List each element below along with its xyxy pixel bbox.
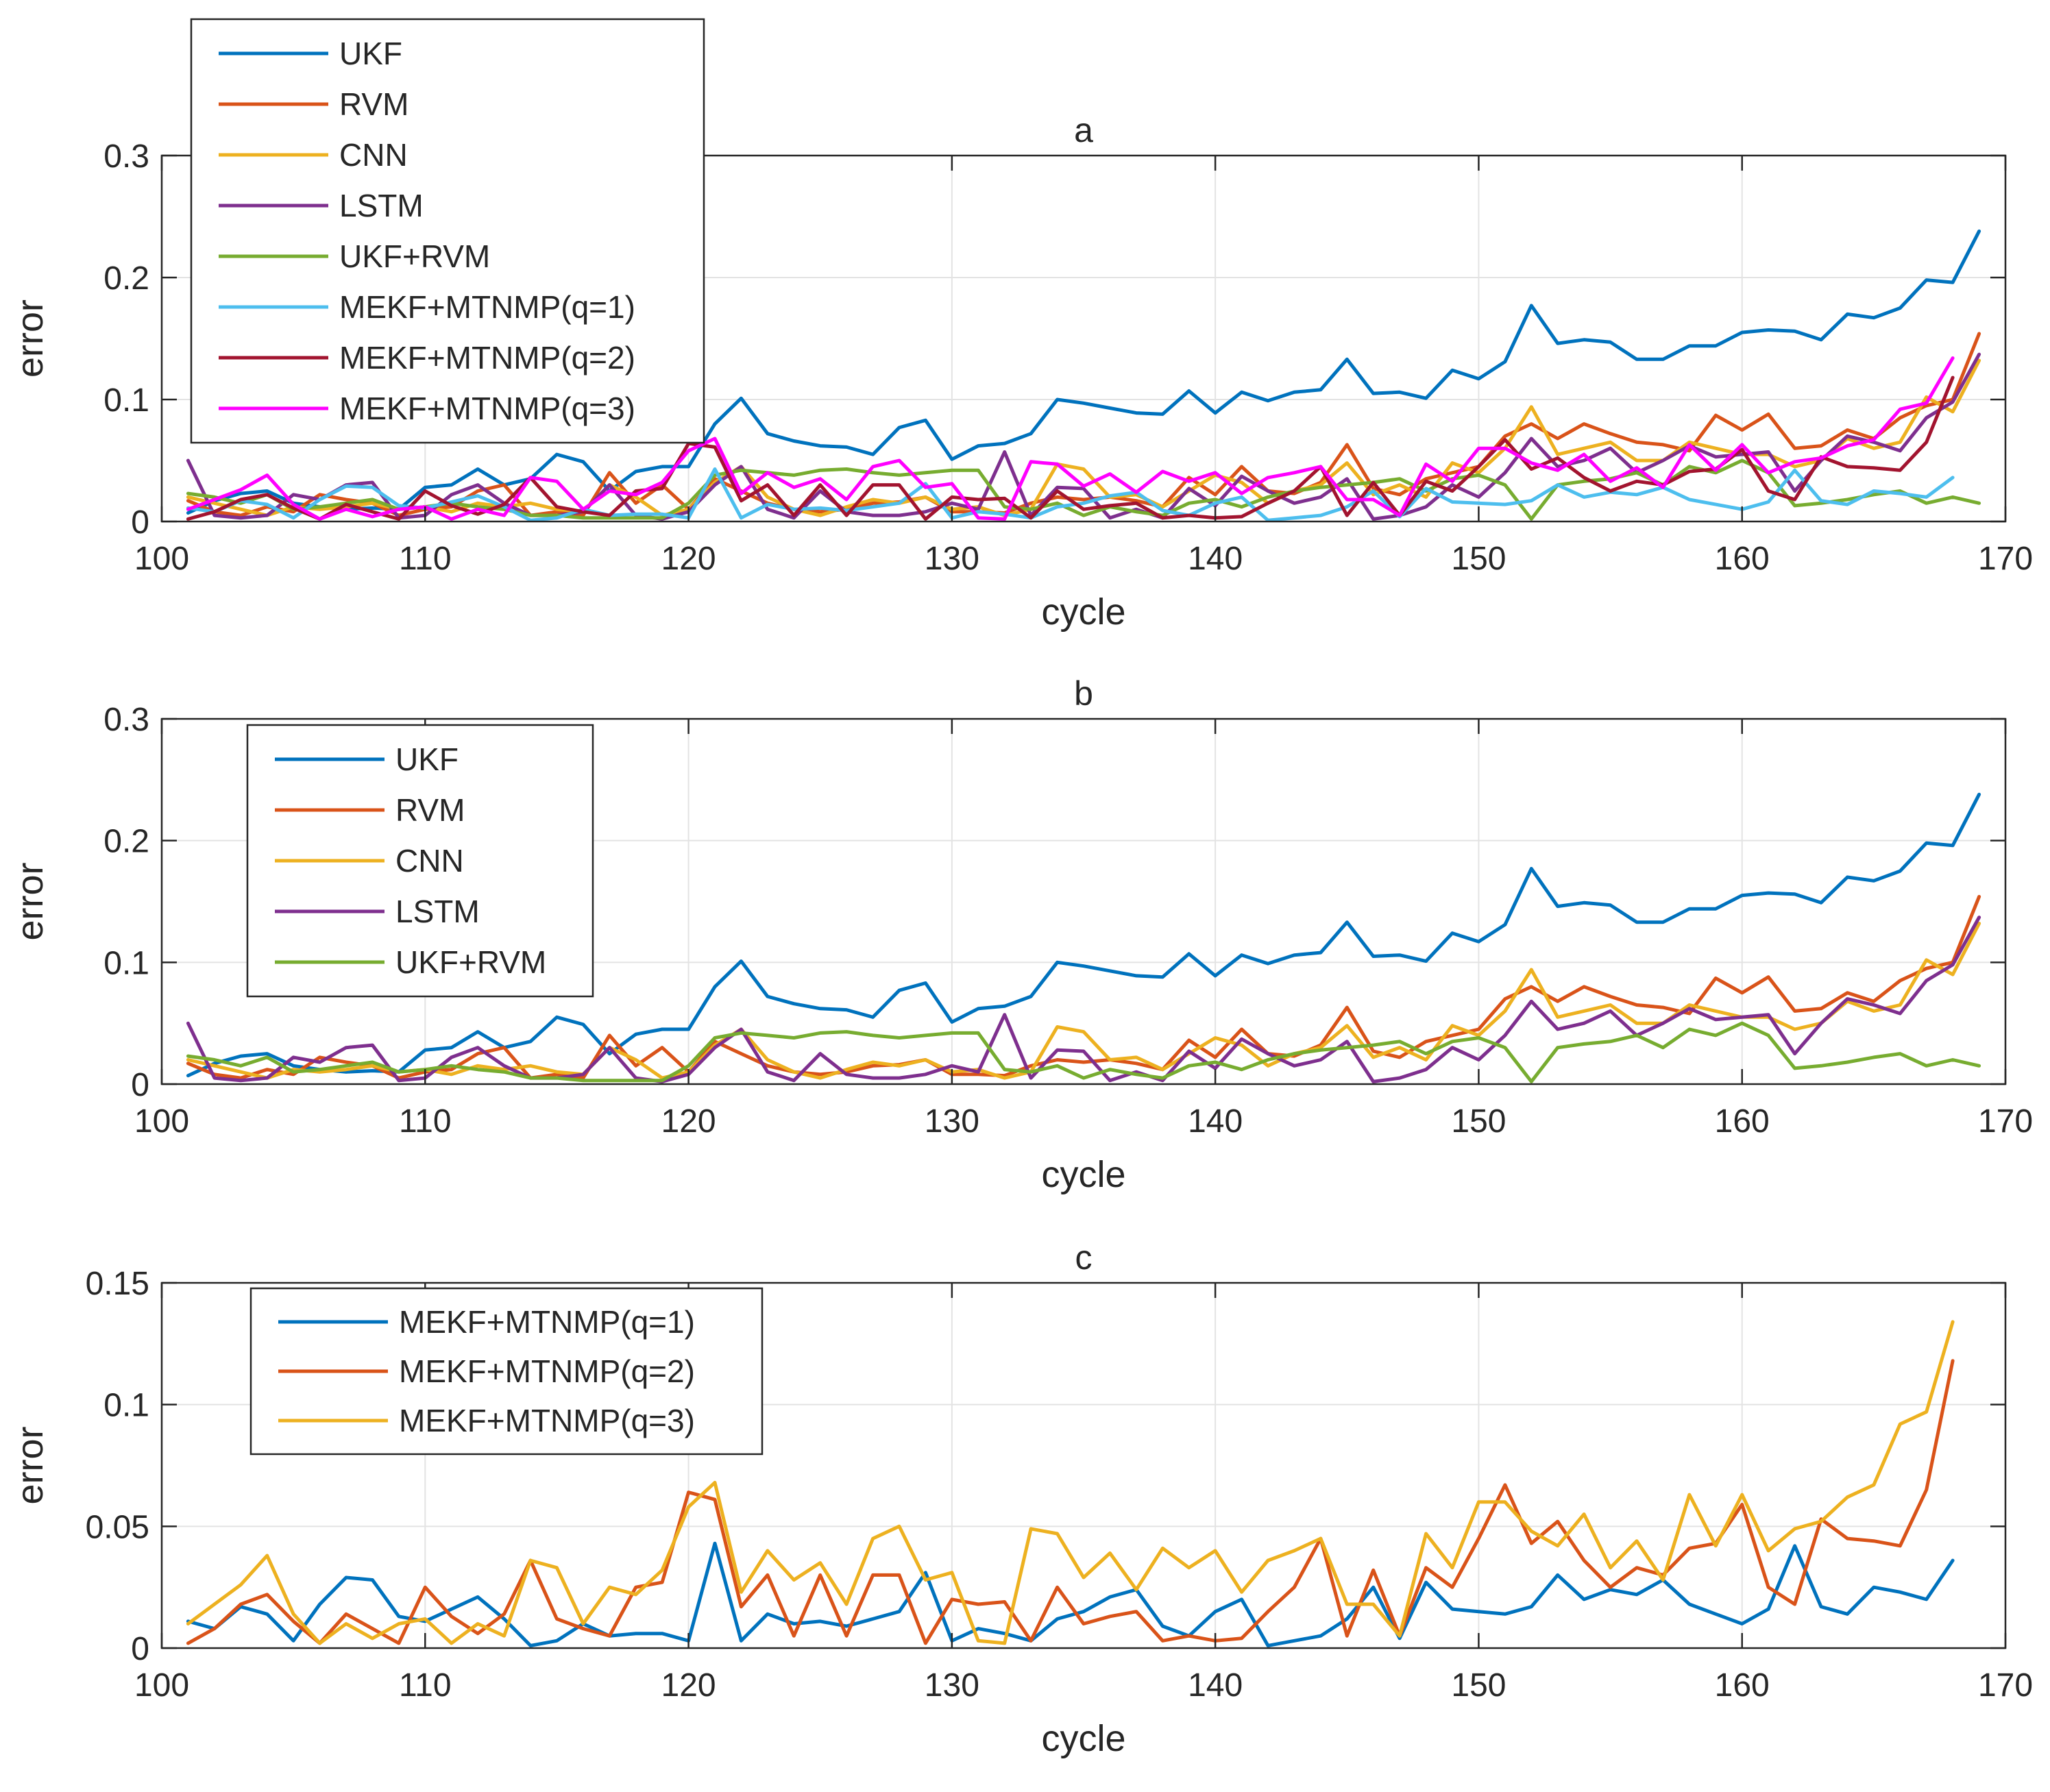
legend-box bbox=[190, 18, 705, 444]
legend: MEKF+MTNMP(q=1) MEKF+MTNMP(q=2) MEKF+MTNMP… bbox=[249, 1287, 764, 1456]
series-line-mekf-mtnmp-q-1 bbox=[186, 1541, 1955, 1647]
x-tick-label: 100 bbox=[134, 1667, 189, 1704]
legend-entry: UKF+RVM bbox=[395, 944, 546, 980]
y-tick-label: 0.05 bbox=[86, 1509, 149, 1545]
x-tick-label: 150 bbox=[1451, 1103, 1506, 1140]
chart-panel-a: 100 110 120 130 140 150 160 170 0 0.1 0.2 0.3 a cycle… bbox=[10, 18, 2033, 633]
x-tick-label: 110 bbox=[399, 1103, 452, 1140]
legend-entry: UKF bbox=[339, 36, 402, 71]
x-tick-label: 130 bbox=[925, 541, 979, 577]
legend-entry: CNN bbox=[395, 843, 464, 879]
x-tick-label: 130 bbox=[925, 1667, 979, 1704]
chart-title: a bbox=[1074, 111, 1093, 149]
x-tick-label: 110 bbox=[399, 541, 452, 577]
series-line-cnn bbox=[186, 358, 1981, 517]
x-tick-label: 120 bbox=[661, 1667, 716, 1704]
axes-box bbox=[160, 1281, 2007, 1649]
x-tick-label: 100 bbox=[134, 541, 189, 577]
y-tick-label: 0 bbox=[131, 1631, 149, 1667]
legend-entry: RVM bbox=[339, 86, 408, 122]
x-tick-label: 170 bbox=[1978, 1103, 2033, 1140]
x-tick-label: 150 bbox=[1451, 541, 1506, 577]
legend-entry: LSTM bbox=[339, 188, 424, 223]
y-tick-label: 0.1 bbox=[103, 382, 149, 419]
x-tick-label: 160 bbox=[1715, 1103, 1770, 1140]
legend-entry: MEKF+MTNMP(q=1) bbox=[339, 289, 635, 325]
x-tick-label: 120 bbox=[661, 541, 716, 577]
chart-title: b bbox=[1074, 674, 1093, 713]
axes-box bbox=[160, 717, 2007, 1085]
chart-title: c bbox=[1075, 1238, 1093, 1277]
y-tick-label: 0.3 bbox=[103, 702, 149, 738]
series-line-ukf-rvm bbox=[186, 1021, 1981, 1083]
y-tick-label: 0.15 bbox=[86, 1266, 149, 1302]
y-axis-label: error bbox=[10, 862, 51, 940]
x-axis-label: cycle bbox=[1041, 1154, 1125, 1195]
y-tick-label: 0 bbox=[131, 1067, 149, 1103]
y-tick-label: 0 bbox=[131, 504, 149, 541]
x-tick-label: 170 bbox=[1978, 541, 2033, 577]
x-tick-label: 140 bbox=[1188, 1667, 1243, 1704]
legend: UKF RVM CNN LSTM UKF+RVM MEKF+MTNMP(q=1) MEKF+… bbox=[190, 18, 705, 444]
chart-panel-b: 100 110 120 130 140 150 160 170 0 0.1 0.2 0.3 b cycle… bbox=[10, 674, 2033, 1195]
series-line-mekf-mtnmp-q-1 bbox=[186, 467, 1955, 522]
x-tick-label: 160 bbox=[1715, 541, 1770, 577]
chart-panel-c: 100 110 120 130 140 150 160 170 0 0.05 0.1 0.15 c cyc… bbox=[10, 1238, 2033, 1759]
x-tick-label: 130 bbox=[925, 1103, 979, 1140]
series-line-lstm bbox=[186, 916, 1981, 1083]
y-axis-label: error bbox=[10, 1426, 51, 1504]
legend-entry: UKF+RVM bbox=[339, 238, 490, 274]
y-tick-label: 0.2 bbox=[103, 824, 149, 860]
y-axis-label: error bbox=[10, 299, 51, 378]
legend-entry: CNN bbox=[339, 137, 408, 173]
y-tick-label: 0.2 bbox=[103, 260, 149, 297]
x-tick-label: 140 bbox=[1188, 541, 1243, 577]
x-tick-label: 110 bbox=[399, 1667, 452, 1704]
legend-entry: UKF bbox=[395, 741, 459, 777]
x-tick-label: 160 bbox=[1715, 1667, 1770, 1704]
x-tick-label: 120 bbox=[661, 1103, 716, 1140]
y-tick-label: 0.1 bbox=[103, 945, 149, 981]
axes-box bbox=[160, 154, 2007, 523]
legend-entry: RVM bbox=[395, 792, 465, 828]
x-tick-label: 140 bbox=[1188, 1103, 1243, 1140]
series-line-ukf bbox=[186, 792, 1981, 1078]
x-axis-label: cycle bbox=[1041, 1718, 1125, 1759]
series-line-cnn bbox=[186, 922, 1981, 1080]
legend-entry: LSTM bbox=[395, 894, 480, 929]
x-axis-label: cycle bbox=[1041, 591, 1125, 633]
y-tick-label: 0.1 bbox=[103, 1388, 149, 1424]
series-line-ukf-rvm bbox=[186, 458, 1981, 521]
x-tick-label: 150 bbox=[1451, 1667, 1506, 1704]
legend-entry: MEKF+MTNMP(q=3) bbox=[399, 1403, 695, 1438]
x-tick-label: 100 bbox=[134, 1103, 189, 1140]
series-line-mekf-mtnmp-q-3 bbox=[186, 1320, 1955, 1645]
y-tick-label: 0.3 bbox=[103, 138, 149, 175]
series-line-lstm bbox=[186, 352, 1981, 521]
legend-entry: MEKF+MTNMP(q=3) bbox=[339, 391, 635, 426]
legend: UKF RVM CNN LSTM UKF+RVM bbox=[246, 724, 594, 998]
legend-entry: MEKF+MTNMP(q=2) bbox=[399, 1353, 695, 1389]
legend-entry: MEKF+MTNMP(q=2) bbox=[339, 340, 635, 376]
series-line-mekf-mtnmp-q-3 bbox=[186, 356, 1955, 521]
series-line-ukf bbox=[186, 229, 1981, 515]
legend-entry: MEKF+MTNMP(q=1) bbox=[399, 1304, 695, 1340]
x-tick-label: 170 bbox=[1978, 1667, 2033, 1704]
